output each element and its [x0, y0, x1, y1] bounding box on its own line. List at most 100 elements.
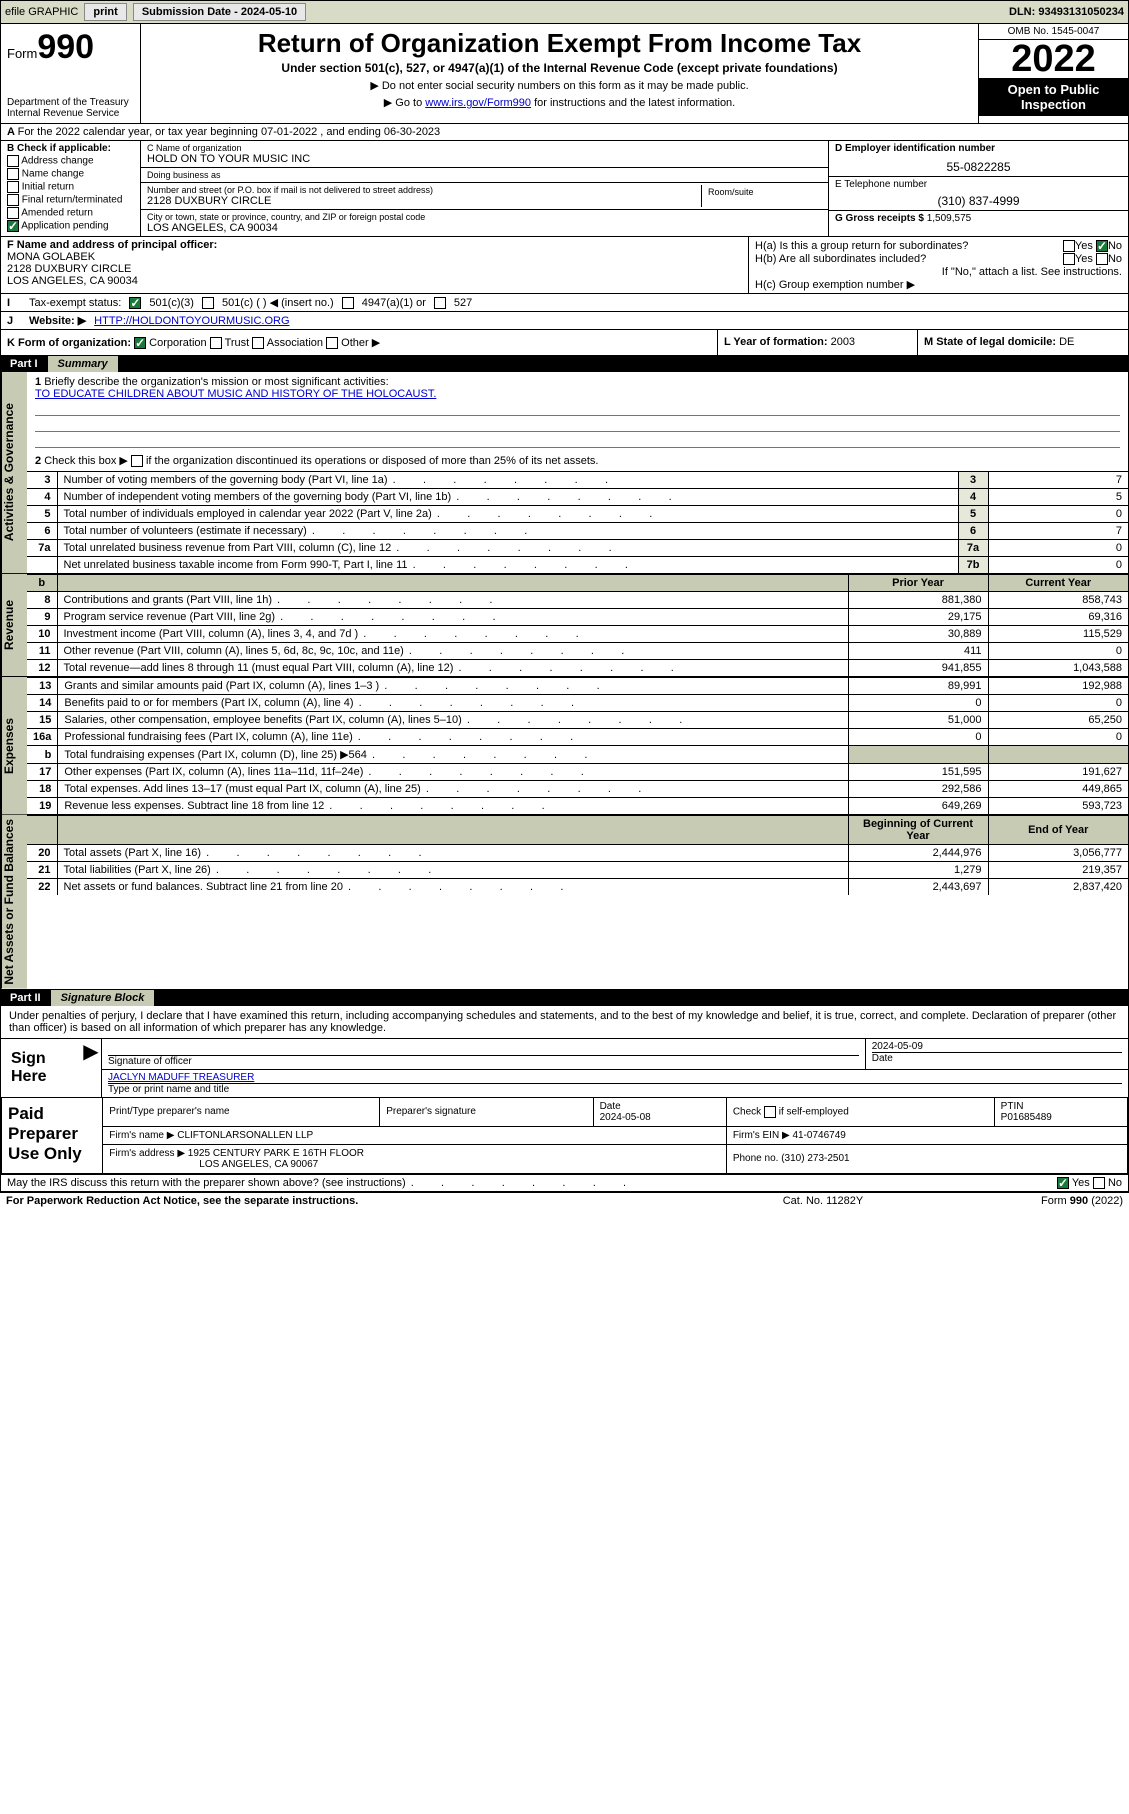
current-year-val: 2,837,420 — [988, 879, 1128, 896]
part2-title: Signature Block — [51, 990, 155, 1006]
preparer-table: Print/Type preparer's name Preparer's si… — [102, 1097, 1128, 1174]
ha-label: H(a) Is this a group return for subordin… — [755, 240, 968, 252]
mission-block: 1 Briefly describe the organization's mi… — [27, 372, 1128, 471]
form-note-1: Do not enter social security numbers on … — [149, 79, 970, 92]
checkbox-icon[interactable] — [764, 1106, 776, 1118]
signature-block: Under penalties of perjury, I declare th… — [0, 1006, 1129, 1192]
current-year-val: 192,988 — [988, 678, 1128, 695]
j-label: Website: ▶ — [29, 314, 86, 327]
line-num — [27, 557, 57, 574]
mission-text[interactable]: TO EDUCATE CHILDREN ABOUT MUSIC AND HIST… — [35, 388, 436, 400]
checkbox-icon[interactable] — [131, 455, 143, 467]
firm-addr-label: Firm's address ▶ — [109, 1148, 185, 1159]
firm-phone: (310) 273-2501 — [781, 1153, 849, 1164]
checkbox-icon[interactable] — [252, 337, 264, 349]
checkbox-icon[interactable] — [1096, 253, 1108, 265]
addr-label: Number and street (or P.O. box if mail i… — [147, 185, 701, 195]
prior-year-val: 151,595 — [848, 764, 988, 781]
officer-printed-name[interactable]: JACLYN MADUFF TREASURER — [108, 1072, 254, 1083]
checkbox-icon[interactable] — [1063, 253, 1075, 265]
hb-note: If "No," attach a list. See instructions… — [755, 266, 1122, 278]
section-c: C Name of organization HOLD ON TO YOUR M… — [141, 141, 828, 236]
checkbox-icon[interactable] — [7, 194, 19, 206]
ptin-value: P01685489 — [1001, 1112, 1052, 1123]
irs-link[interactable]: www.irs.gov/Form990 — [425, 97, 531, 109]
line-val: 7 — [988, 523, 1128, 540]
form-subtitle: Under section 501(c), 527, or 4947(a)(1)… — [149, 61, 970, 75]
checkbox-icon[interactable] — [7, 207, 19, 219]
k-opt-0: Corporation — [149, 337, 206, 349]
checkbox-icon[interactable] — [202, 297, 214, 309]
expenses-table: 13 Grants and similar amounts paid (Part… — [27, 677, 1128, 814]
line-desc: Investment income (Part VIII, column (A)… — [57, 626, 848, 643]
line-klm: K Form of organization: Corporation Trus… — [0, 330, 1129, 356]
prep-h2: Preparer's signature — [380, 1097, 593, 1126]
checkbox-icon[interactable] — [129, 297, 141, 309]
checkbox-icon[interactable] — [434, 297, 446, 309]
line-num: 12 — [27, 660, 57, 677]
checkbox-icon[interactable] — [1063, 240, 1075, 252]
b-opt-name: Name change — [7, 168, 134, 180]
k-opt-2: Association — [267, 337, 323, 349]
ein-value: 55-0822285 — [835, 160, 1122, 174]
b-opt-final: Final return/terminated — [7, 194, 134, 206]
checkbox-icon[interactable] — [326, 337, 338, 349]
form-title: Return of Organization Exempt From Incom… — [149, 28, 970, 59]
line-desc: Salaries, other compensation, employee b… — [58, 712, 848, 729]
officer-name: MONA GOLABEK — [7, 251, 95, 263]
checkbox-icon[interactable] — [7, 155, 19, 167]
checkbox-icon[interactable] — [134, 337, 146, 349]
mission-q: Briefly describe the organization's miss… — [44, 376, 388, 388]
prior-year-val: 51,000 — [848, 712, 988, 729]
c-name-label: C Name of organization — [147, 143, 822, 153]
col-prior: Prior Year — [848, 575, 988, 592]
checkbox-icon[interactable] — [1057, 1177, 1069, 1189]
section-deg: D Employer identification number 55-0822… — [828, 141, 1128, 236]
line-desc: Number of voting members of the governin… — [57, 472, 958, 489]
line-desc: Net unrelated business taxable income fr… — [57, 557, 958, 574]
form-word: Form — [7, 46, 37, 61]
current-year-val: 69,316 — [988, 609, 1128, 626]
checkbox-icon[interactable] — [1093, 1177, 1105, 1189]
discuss-q: May the IRS discuss this return with the… — [7, 1177, 628, 1189]
prior-year-val: 0 — [848, 729, 988, 746]
discuss-line: May the IRS discuss this return with the… — [1, 1174, 1128, 1191]
line-desc: Program service revenue (Part VIII, line… — [57, 609, 848, 626]
line-num: b — [27, 746, 58, 764]
prep-h4: Check — [733, 1107, 761, 1118]
checkbox-icon[interactable] — [7, 220, 19, 232]
form-number: 990 — [37, 28, 94, 66]
website-link[interactable]: HTTP://HOLDONTOYOURMUSIC.ORG — [94, 315, 289, 327]
line-num: 10 — [27, 626, 57, 643]
line-num: 18 — [27, 781, 58, 798]
prep-h1: Print/Type preparer's name — [103, 1097, 380, 1126]
checkbox-icon[interactable] — [7, 168, 19, 180]
cat-no: Cat. No. 11282Y — [723, 1195, 923, 1207]
checkbox-icon[interactable] — [342, 297, 354, 309]
line-box: 4 — [958, 489, 988, 506]
irs-label: Internal Revenue Service — [7, 108, 134, 119]
date-label: Date — [872, 1052, 1122, 1064]
form-header: Form990 Department of the Treasury Inter… — [0, 24, 1129, 124]
line-desc: Other revenue (Part VIII, column (A), li… — [57, 643, 848, 660]
line-j: J Website: ▶ HTTP://HOLDONTOYOURMUSIC.OR… — [0, 312, 1129, 330]
prior-year-val: 30,889 — [848, 626, 988, 643]
form-ref: Form 990 (2022) — [923, 1195, 1123, 1207]
checkbox-icon[interactable] — [1096, 240, 1108, 252]
city-state-zip: LOS ANGELES, CA 90034 — [147, 222, 822, 234]
b-opt-4: Amended return — [21, 208, 93, 219]
current-year-val: 593,723 — [988, 798, 1128, 815]
current-year-val: 0 — [988, 695, 1128, 712]
line-desc: Revenue less expenses. Subtract line 18 … — [58, 798, 848, 815]
line-a-text: For the 2022 calendar year, or tax year … — [18, 126, 441, 138]
line-num: 3 — [27, 472, 57, 489]
checkbox-icon[interactable] — [210, 337, 222, 349]
yes-label: Yes — [1075, 253, 1093, 265]
declaration-text: Under penalties of perjury, I declare th… — [1, 1006, 1128, 1038]
prior-year-val: 649,269 — [848, 798, 988, 815]
print-button[interactable]: print — [84, 3, 126, 21]
line-box: 3 — [958, 472, 988, 489]
prior-year-val: 29,175 — [848, 609, 988, 626]
checkbox-icon[interactable] — [7, 181, 19, 193]
prep-h5: PTIN — [1001, 1101, 1024, 1112]
